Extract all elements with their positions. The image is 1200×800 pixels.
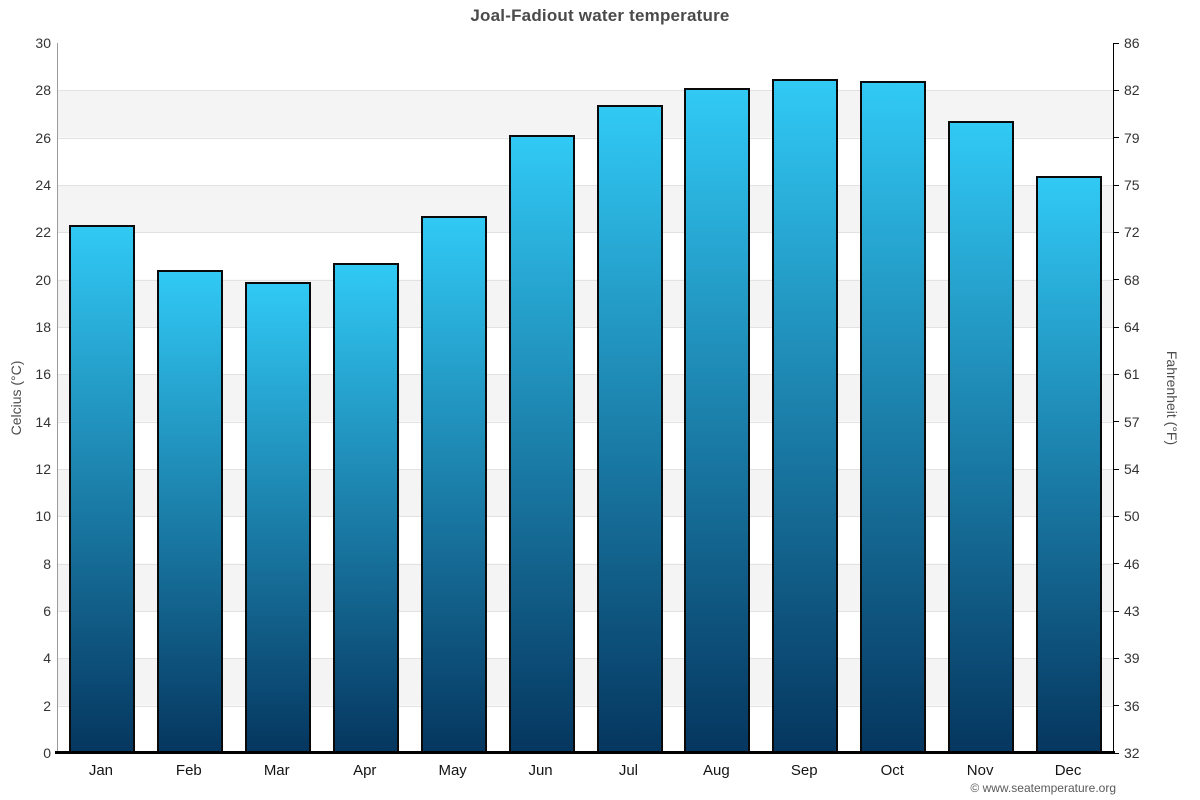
y-axis-right-title: Fahrenheit (°F) <box>1164 350 1180 446</box>
gridline-16c <box>58 374 1113 376</box>
gridline-6c <box>58 611 1113 612</box>
right-axis-tick <box>1113 421 1119 423</box>
ytick-right-57: 57 <box>1124 413 1140 430</box>
bar-jul <box>596 104 663 753</box>
ytick-left-10: 10 <box>35 508 51 525</box>
right-axis-tick <box>1113 563 1119 565</box>
ytick-left-16: 16 <box>35 366 51 383</box>
ytick-right-68: 68 <box>1124 271 1140 288</box>
ytick-left-12: 12 <box>35 461 51 477</box>
ytick-right-46: 46 <box>1124 555 1140 572</box>
ytick-left-26: 26 <box>35 129 51 146</box>
ytick-left-2: 2 <box>43 697 51 714</box>
ytick-right-36: 36 <box>1124 697 1140 714</box>
gridline-18c <box>58 327 1113 328</box>
x-axis-line <box>55 751 1115 754</box>
bar-jun <box>508 135 575 753</box>
ytick-right-82: 82 <box>1124 82 1140 99</box>
ytick-left-8: 8 <box>43 555 51 572</box>
ytick-right-43: 43 <box>1124 603 1140 619</box>
right-axis-tick <box>1113 468 1119 470</box>
xtick-label-may: May <box>438 762 467 779</box>
xtick-label-jul: Jul <box>618 762 639 779</box>
bar-mar <box>244 282 311 753</box>
xtick-label-dec: Dec <box>1054 762 1082 779</box>
gridline-2c <box>58 705 1113 707</box>
ytick-left-6: 6 <box>43 603 51 619</box>
ytick-left-28: 28 <box>35 82 51 99</box>
ytick-right-72: 72 <box>1124 224 1140 241</box>
gridline-10c <box>58 516 1113 518</box>
gridline-4c <box>58 658 1113 660</box>
xtick-label-mar: Mar <box>263 762 290 779</box>
right-axis-tick <box>1113 705 1119 707</box>
bar-nov <box>948 121 1015 753</box>
ytick-left-30: 30 <box>35 35 51 51</box>
xtick-label-feb: Feb <box>175 762 202 779</box>
plot-area <box>57 43 1114 753</box>
xtick-label-jan: Jan <box>88 762 114 779</box>
ytick-right-54: 54 <box>1124 461 1140 477</box>
ytick-right-32: 32 <box>1124 745 1140 761</box>
xtick-label-oct: Oct <box>880 762 904 779</box>
bar-oct <box>860 80 927 753</box>
ytick-right-75: 75 <box>1124 177 1140 193</box>
ytick-left-4: 4 <box>43 650 51 667</box>
ytick-left-0: 0 <box>43 745 51 761</box>
bar-aug <box>684 88 751 753</box>
ytick-right-39: 39 <box>1124 650 1140 667</box>
ytick-left-14: 14 <box>35 413 51 430</box>
ytick-left-20: 20 <box>35 271 51 288</box>
gridline-8c <box>58 563 1113 565</box>
xtick-label-sep: Sep <box>790 762 818 779</box>
right-axis-tick <box>1113 515 1119 517</box>
gridline-26c <box>58 137 1113 139</box>
right-axis-tick <box>1113 89 1119 91</box>
ytick-right-61: 61 <box>1124 366 1140 383</box>
ytick-right-86: 86 <box>1124 35 1140 51</box>
gridline-12c <box>58 469 1113 470</box>
gridline-22c <box>58 232 1113 234</box>
copyright-text: © www.seatemperature.org <box>970 781 1116 795</box>
right-axis-tick <box>1113 326 1119 328</box>
right-axis-tick <box>1113 373 1119 375</box>
right-axis-tick <box>1113 231 1119 233</box>
gridline-14c <box>58 421 1113 423</box>
gridline-20c <box>58 279 1113 281</box>
right-axis-tick <box>1113 42 1119 44</box>
bar-feb <box>156 270 223 753</box>
bar-may <box>420 215 487 753</box>
right-axis-tick <box>1113 657 1119 659</box>
ytick-right-50: 50 <box>1124 508 1140 525</box>
bar-jan <box>69 225 135 753</box>
xtick-label-aug: Aug <box>702 762 730 779</box>
chart-title: Joal-Fadiout water temperature <box>470 6 730 25</box>
ytick-right-79: 79 <box>1124 129 1140 146</box>
right-axis-tick <box>1113 279 1119 281</box>
ytick-left-24: 24 <box>35 177 51 193</box>
bar-dec <box>1036 175 1102 753</box>
gridline-24c <box>58 185 1113 186</box>
ytick-left-22: 22 <box>35 224 51 241</box>
ytick-left-18: 18 <box>35 319 51 335</box>
right-axis-tick <box>1113 184 1119 186</box>
xtick-label-apr: Apr <box>353 762 377 779</box>
right-axis-tick <box>1113 137 1119 139</box>
bar-sep <box>772 78 839 753</box>
ytick-right-64: 64 <box>1124 319 1140 335</box>
right-axis-tick <box>1113 752 1119 754</box>
gridline-28c <box>58 90 1113 92</box>
xtick-label-nov: Nov <box>966 762 994 779</box>
right-axis-tick <box>1113 610 1119 612</box>
bar-apr <box>332 263 399 753</box>
xtick-label-jun: Jun <box>528 762 553 779</box>
